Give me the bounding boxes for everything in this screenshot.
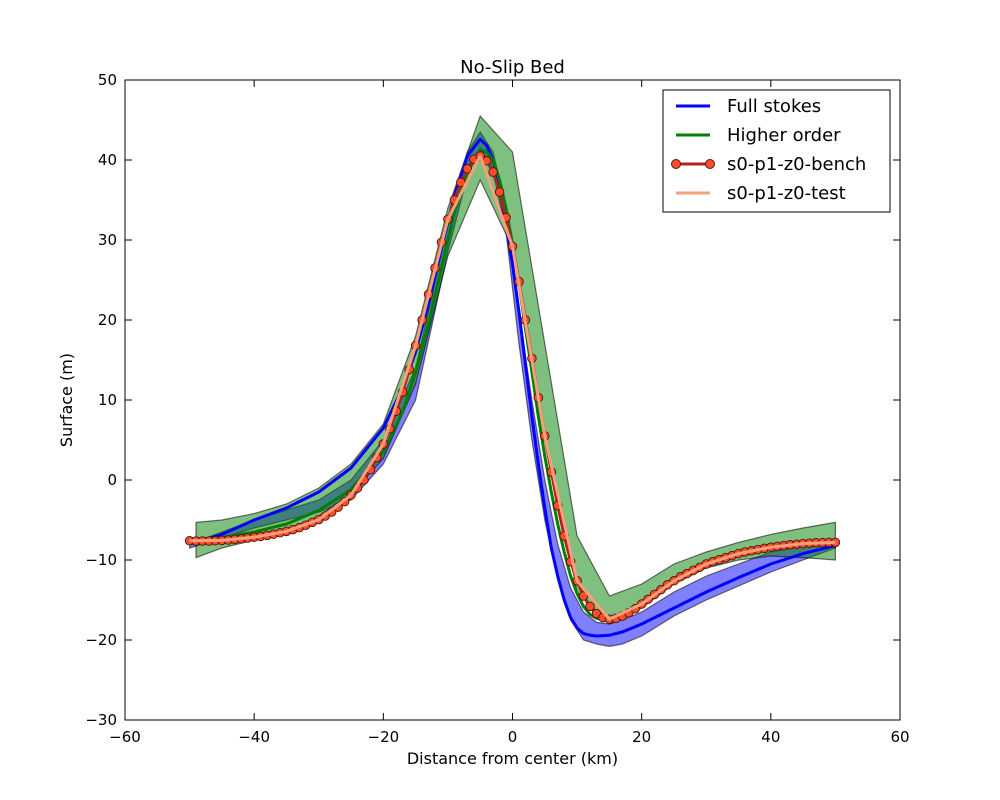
x-tick-label: 0 bbox=[508, 728, 518, 746]
y-tick-label: −30 bbox=[85, 711, 117, 729]
marker-s0-p1-z0-bench bbox=[494, 187, 505, 197]
y-tick-label: 50 bbox=[98, 71, 117, 89]
y-tick-label: 0 bbox=[107, 471, 117, 489]
marker-s0-p1-z0-bench bbox=[585, 601, 595, 612]
y-tick-label: 40 bbox=[98, 151, 117, 169]
y-axis-label: Surface (m) bbox=[57, 353, 76, 447]
legend: Full stokes Higher order s0-p1-z0-bench … bbox=[662, 89, 891, 213]
band-higher-order bbox=[195, 114, 836, 625]
y-tick-label: 30 bbox=[98, 231, 117, 249]
legend-label-test: s0-p1-z0-test bbox=[727, 183, 846, 204]
ticks-layer: −60 −40 −20 0 20 40 60 −30 −20 −10 0 10 20 30 40 50 bbox=[85, 71, 909, 746]
legend-marker-bench-left bbox=[671, 159, 681, 169]
marker-s0-p1-z0-bench bbox=[462, 164, 473, 174]
y-tick-label: −10 bbox=[85, 551, 117, 569]
x-tick-label: −60 bbox=[109, 728, 141, 746]
legend-label-higher-order: Higher order bbox=[727, 125, 841, 146]
x-tick-label: 40 bbox=[761, 728, 780, 746]
legend-label-bench: s0-p1-z0-bench bbox=[727, 154, 866, 175]
chart-title: No-Slip Bed bbox=[460, 57, 565, 78]
series-layer bbox=[184, 137, 841, 638]
x-tick-label: 60 bbox=[890, 728, 909, 746]
marker-s0-p1-z0-bench bbox=[488, 167, 498, 177]
x-tick-label: −40 bbox=[238, 728, 270, 746]
series-line-test-overlay bbox=[189, 153, 836, 621]
x-tick-label: 20 bbox=[632, 728, 651, 746]
marker-s0-p1-z0-bench bbox=[578, 591, 589, 601]
x-axis-label: Distance from center (km) bbox=[407, 749, 618, 768]
legend-label-full-stokes: Full stokes bbox=[727, 96, 821, 117]
y-tick-label: 10 bbox=[98, 391, 117, 409]
x-tick-label: −20 bbox=[368, 728, 400, 746]
legend-marker-bench-right bbox=[705, 159, 715, 169]
y-tick-label: 20 bbox=[98, 311, 117, 329]
y-tick-label: −20 bbox=[85, 631, 117, 649]
